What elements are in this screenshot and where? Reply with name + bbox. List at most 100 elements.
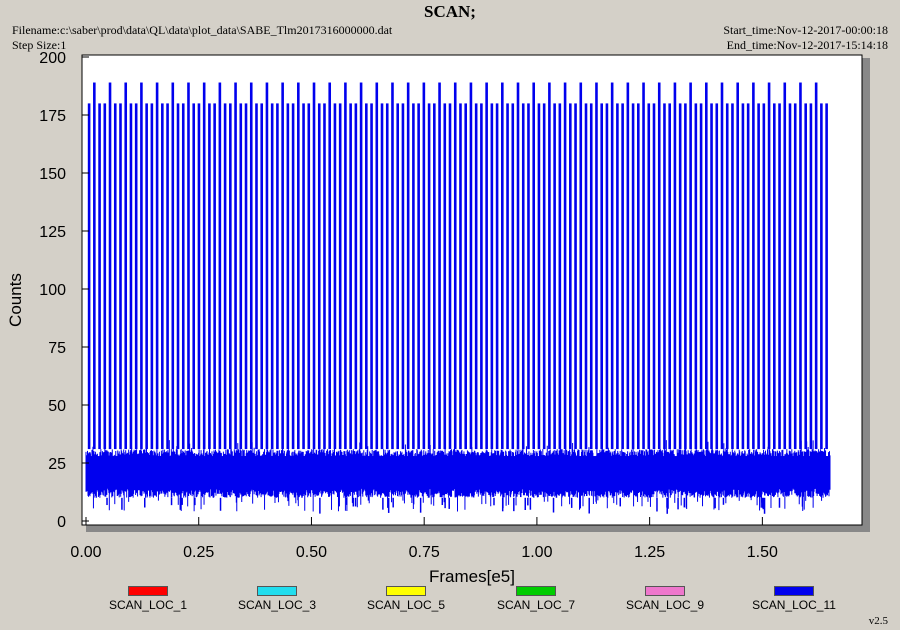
series-spike (291, 103, 295, 450)
series-spike (527, 103, 530, 450)
series-spike (229, 103, 232, 450)
series-spike (725, 103, 729, 450)
y-tick-label: 200 (39, 50, 66, 67)
series-spike (825, 103, 828, 450)
series-spike (762, 103, 766, 450)
y-tick-label: 50 (48, 398, 66, 415)
series-spike (103, 103, 107, 450)
legend-swatch (516, 586, 556, 596)
series-spike (396, 103, 400, 450)
series-spike (244, 103, 248, 450)
series-spike (422, 82, 426, 450)
y-tick-label: 75 (48, 340, 66, 357)
series-spike (788, 103, 792, 450)
series-spike (140, 82, 143, 450)
series-spike (506, 103, 509, 450)
series-spike (542, 103, 546, 450)
series-spike (480, 103, 483, 450)
series-spike (637, 103, 640, 450)
series-spike (752, 82, 755, 450)
series-spike (265, 82, 269, 450)
legend-item: SCAN_LOC_1 (88, 586, 208, 612)
series-spike (459, 103, 462, 450)
series-spike (108, 82, 112, 450)
series-spike (490, 103, 494, 450)
y-tick-label: 125 (39, 224, 66, 241)
series-spike (312, 82, 316, 450)
step-size-text: Step Size:1 (12, 38, 67, 52)
series-spike (600, 103, 603, 450)
series-spike (213, 103, 216, 450)
series-spike (365, 103, 368, 450)
series-spike (485, 82, 488, 450)
series-spike (192, 103, 196, 450)
series-spike (579, 82, 583, 450)
series-spike (323, 103, 326, 450)
series-spike (93, 82, 96, 450)
chart-title: SCAN; (424, 2, 476, 21)
series-spike (616, 103, 619, 450)
legend-swatch (645, 586, 685, 596)
series-spike (799, 82, 802, 450)
series-spike (433, 103, 436, 450)
series-spike (255, 103, 258, 450)
series-spike (401, 103, 405, 450)
legend-item: SCAN_LOC_3 (217, 586, 337, 612)
start-time-text: Start_time:Nov-12-2017-00:00:18 (723, 23, 888, 37)
series-spike (218, 82, 222, 450)
series-spike (631, 103, 635, 450)
series-spike (720, 82, 724, 450)
series-spike (647, 103, 651, 450)
series-spike (239, 103, 243, 450)
series-spike (820, 103, 823, 450)
series-spike (443, 103, 447, 450)
x-tick-label: 1.25 (634, 544, 665, 561)
series-spike (359, 82, 363, 450)
legend-label: SCAN_LOC_1 (108, 598, 188, 612)
series-spike (161, 103, 164, 450)
series-spike (406, 82, 410, 450)
series-spike (417, 103, 420, 450)
series-spike (171, 82, 175, 450)
series-spike (412, 103, 415, 450)
x-tick-label: 1.00 (521, 544, 552, 561)
legend-label: SCAN_LOC_3 (237, 598, 317, 612)
series-spike (208, 103, 211, 450)
series-spike (783, 82, 787, 450)
series-spike (333, 103, 337, 450)
y-axis-title: Counts (6, 273, 25, 327)
series-spike (589, 103, 593, 450)
series-spike (584, 103, 588, 450)
legend-label: SCAN_LOC_7 (496, 598, 576, 612)
series-spike (495, 103, 499, 450)
series-spike (302, 103, 305, 450)
x-tick-label: 0.25 (183, 544, 214, 561)
x-tick-label: 0.50 (296, 544, 327, 561)
series-spike (98, 103, 101, 450)
series-spike (453, 82, 457, 450)
series-spike (349, 103, 352, 450)
series-spike (673, 82, 677, 450)
series-spike (569, 103, 572, 450)
y-tick-label: 100 (39, 282, 66, 299)
series-spike (391, 82, 394, 450)
series-spike (134, 103, 138, 450)
series-spike (344, 82, 347, 450)
x-tick-label: 0.00 (70, 544, 101, 561)
series-spike (610, 82, 614, 450)
series-spike (166, 103, 169, 450)
series-spike (427, 103, 431, 450)
series-spike (809, 103, 813, 450)
legend-item: SCAN_LOC_9 (605, 586, 725, 612)
series-spike (474, 103, 478, 450)
series-spike (155, 82, 159, 450)
series-spike (286, 103, 290, 450)
series-spike (642, 82, 645, 450)
series-spike (699, 103, 703, 450)
series-spike (694, 103, 698, 450)
series-spike (249, 82, 253, 450)
end-time-text: End_time:Nov-12-2017-15:14:18 (726, 38, 888, 52)
series-spike (548, 82, 551, 450)
series-spike (511, 103, 515, 450)
